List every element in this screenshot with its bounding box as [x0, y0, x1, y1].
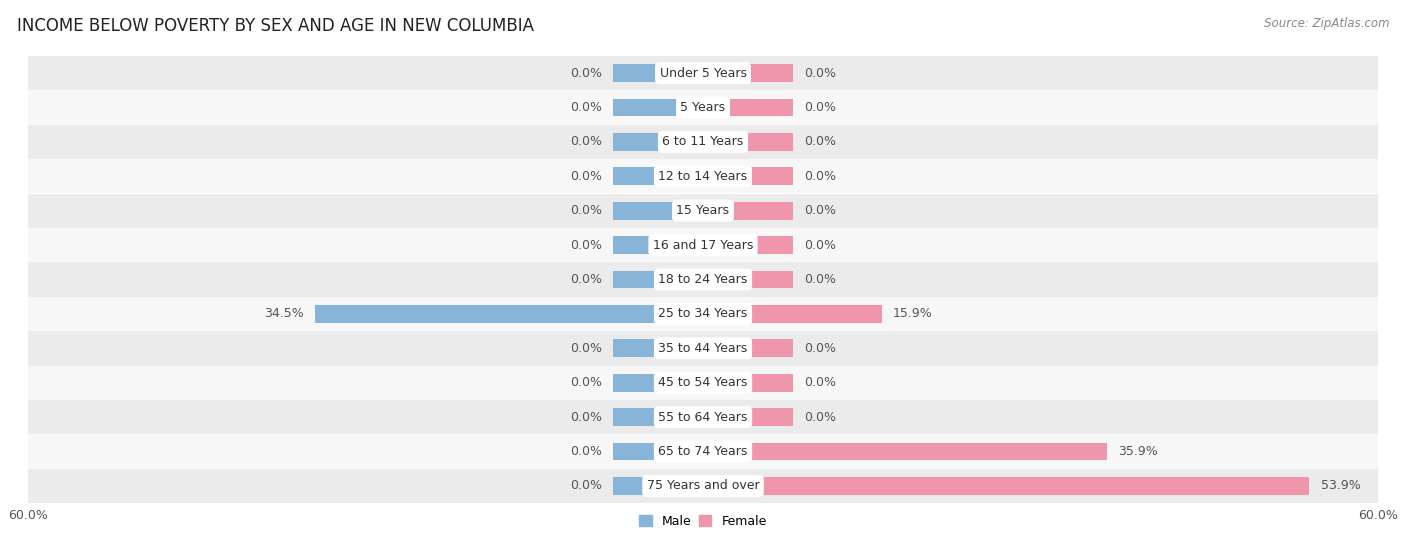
Text: 0.0%: 0.0% — [569, 239, 602, 252]
Text: 55 to 64 Years: 55 to 64 Years — [658, 411, 748, 424]
Bar — [28, 91, 1378, 125]
Text: 18 to 24 Years: 18 to 24 Years — [658, 273, 748, 286]
Bar — [613, 98, 703, 116]
Text: 0.0%: 0.0% — [569, 445, 602, 458]
Text: 0.0%: 0.0% — [804, 204, 837, 217]
Bar — [613, 339, 703, 357]
Bar — [703, 98, 793, 116]
Text: 12 to 14 Years: 12 to 14 Years — [658, 170, 748, 183]
Text: 0.0%: 0.0% — [804, 376, 837, 389]
Bar — [613, 133, 703, 151]
Text: 0.0%: 0.0% — [804, 101, 837, 114]
Text: 35 to 44 Years: 35 to 44 Years — [658, 342, 748, 355]
Bar — [28, 434, 1378, 468]
Text: 15 Years: 15 Years — [676, 204, 730, 217]
Text: 65 to 74 Years: 65 to 74 Years — [658, 445, 748, 458]
Text: INCOME BELOW POVERTY BY SEX AND AGE IN NEW COLUMBIA: INCOME BELOW POVERTY BY SEX AND AGE IN N… — [17, 17, 534, 35]
Text: Source: ZipAtlas.com: Source: ZipAtlas.com — [1264, 17, 1389, 30]
Text: 0.0%: 0.0% — [569, 411, 602, 424]
Bar — [613, 443, 703, 461]
Bar — [703, 236, 793, 254]
Bar — [28, 331, 1378, 366]
Bar — [703, 443, 1107, 461]
Text: 0.0%: 0.0% — [569, 376, 602, 389]
Bar — [613, 202, 703, 220]
Text: 15.9%: 15.9% — [893, 307, 932, 320]
Bar — [28, 262, 1378, 297]
Text: 0.0%: 0.0% — [569, 67, 602, 79]
Bar — [613, 236, 703, 254]
Bar — [28, 468, 1378, 503]
Bar — [28, 193, 1378, 228]
Text: 35.9%: 35.9% — [1118, 445, 1157, 458]
Bar — [703, 339, 793, 357]
Text: 16 and 17 Years: 16 and 17 Years — [652, 239, 754, 252]
Text: 0.0%: 0.0% — [569, 273, 602, 286]
Text: 6 to 11 Years: 6 to 11 Years — [662, 135, 744, 148]
Bar — [703, 305, 882, 323]
Bar — [28, 228, 1378, 262]
Bar — [613, 408, 703, 426]
Bar — [703, 374, 793, 392]
Text: 0.0%: 0.0% — [804, 239, 837, 252]
Text: 45 to 54 Years: 45 to 54 Years — [658, 376, 748, 389]
Bar — [613, 477, 703, 495]
Text: 0.0%: 0.0% — [804, 273, 837, 286]
Text: Under 5 Years: Under 5 Years — [659, 67, 747, 79]
Legend: Male, Female: Male, Female — [634, 510, 772, 533]
Text: 0.0%: 0.0% — [804, 67, 837, 79]
Text: 0.0%: 0.0% — [804, 135, 837, 148]
Text: 0.0%: 0.0% — [569, 101, 602, 114]
Text: 75 Years and over: 75 Years and over — [647, 480, 759, 492]
Bar — [28, 400, 1378, 434]
Text: 34.5%: 34.5% — [264, 307, 304, 320]
Bar — [703, 202, 793, 220]
Text: 0.0%: 0.0% — [569, 204, 602, 217]
Bar — [613, 64, 703, 82]
Bar — [315, 305, 703, 323]
Bar — [703, 271, 793, 288]
Text: 0.0%: 0.0% — [569, 342, 602, 355]
Bar — [703, 64, 793, 82]
Bar — [703, 167, 793, 185]
Text: 0.0%: 0.0% — [569, 170, 602, 183]
Bar — [28, 297, 1378, 331]
Text: 0.0%: 0.0% — [804, 342, 837, 355]
Bar — [703, 477, 1309, 495]
Bar — [613, 167, 703, 185]
Bar — [613, 271, 703, 288]
Bar — [613, 374, 703, 392]
Bar — [703, 133, 793, 151]
Text: 0.0%: 0.0% — [804, 170, 837, 183]
Text: 5 Years: 5 Years — [681, 101, 725, 114]
Bar — [28, 366, 1378, 400]
Text: 0.0%: 0.0% — [569, 480, 602, 492]
Text: 25 to 34 Years: 25 to 34 Years — [658, 307, 748, 320]
Bar — [28, 159, 1378, 193]
Text: 0.0%: 0.0% — [569, 135, 602, 148]
Text: 53.9%: 53.9% — [1320, 480, 1360, 492]
Bar — [703, 408, 793, 426]
Bar — [28, 125, 1378, 159]
Text: 0.0%: 0.0% — [804, 411, 837, 424]
Bar — [28, 56, 1378, 91]
